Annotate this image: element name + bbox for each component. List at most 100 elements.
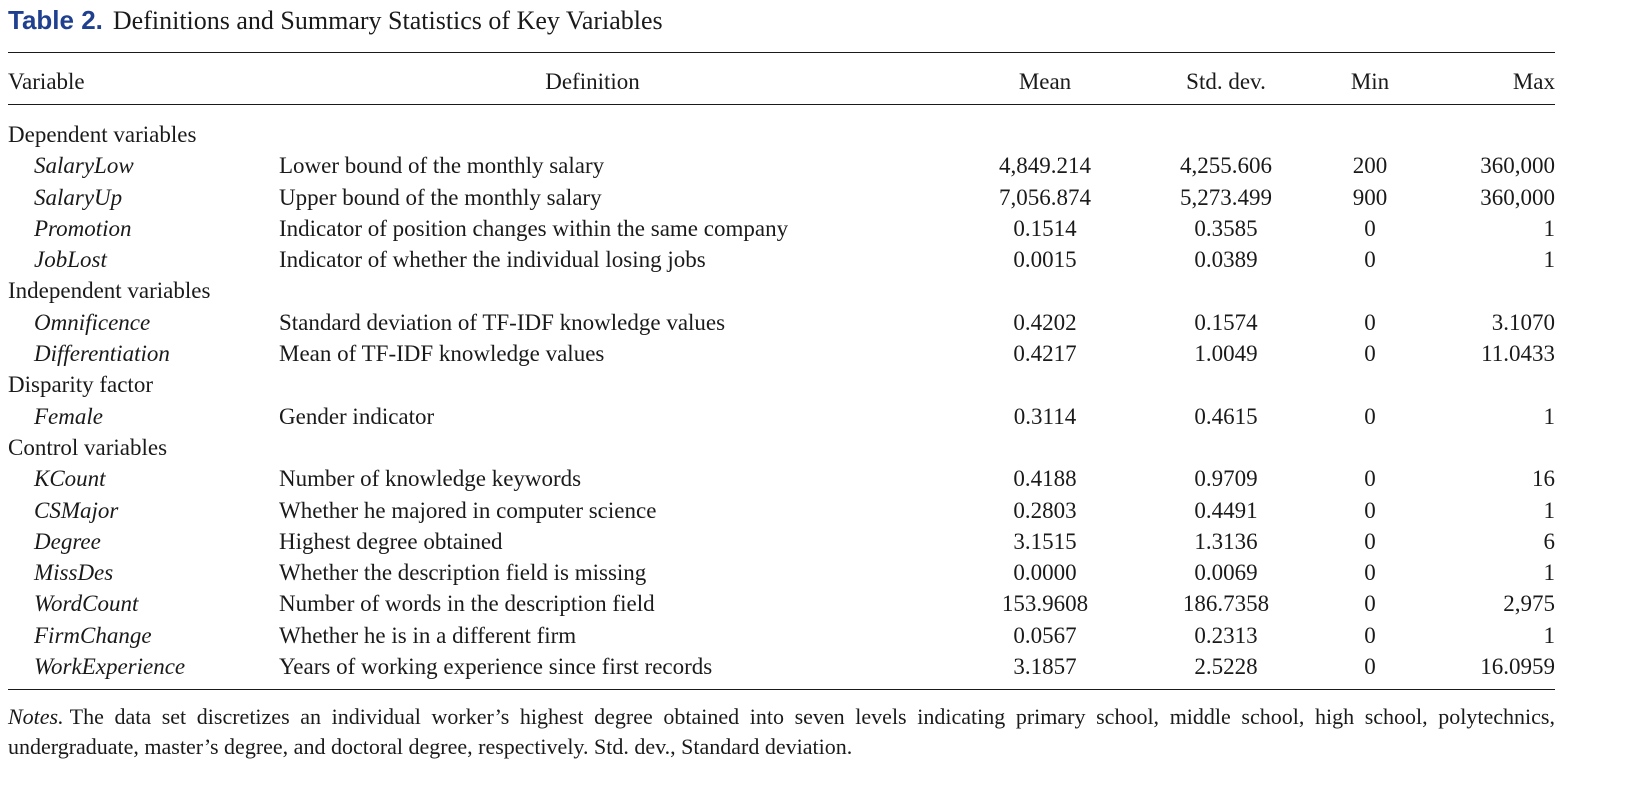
std-dev-cell: 186.7358	[1182, 591, 1270, 617]
min-cell: 0	[1364, 466, 1376, 492]
header-variable: Variable	[8, 69, 85, 94]
header-definition: Definition	[545, 69, 640, 94]
max-cell: 11.0433	[1481, 341, 1555, 367]
mean-cell: 0.0000	[1013, 560, 1077, 586]
std-dev-cell: 0.3585	[1194, 215, 1258, 241]
mean-cell: 0.0567	[1013, 622, 1077, 648]
definition-cell: Indicator of whether the individual losi…	[279, 247, 706, 273]
table-row: KCount Number of knowledge keywords 0.4188…	[8, 463, 1555, 494]
group-row: Control variables	[8, 432, 1555, 463]
mean-cell: 3.1857	[1013, 654, 1077, 680]
max-cell: 6	[1543, 528, 1556, 554]
std-dev-cell: 0.0389	[1194, 247, 1258, 273]
variable-name: KCount	[34, 466, 106, 492]
definition-cell: Highest degree obtained	[279, 528, 503, 554]
mean-cell: 4,849.214	[999, 153, 1091, 179]
table-number: Table 2.	[8, 5, 103, 35]
top-rule	[8, 52, 1555, 53]
min-cell: 0	[1364, 247, 1376, 273]
definition-cell: Gender indicator	[279, 403, 435, 429]
max-cell: 3.1070	[1491, 309, 1555, 335]
std-dev-cell: 0.0069	[1194, 560, 1258, 586]
mean-cell: 0.0015	[1013, 247, 1077, 273]
definition-cell: Standard deviation of TF-IDF knowledge v…	[279, 309, 726, 335]
std-dev-cell: 2.5228	[1194, 654, 1258, 680]
table-row: Promotion Indicator of position changes w…	[8, 213, 1555, 244]
min-cell: 0	[1364, 341, 1376, 367]
header-mean: Mean	[1018, 69, 1072, 94]
mean-cell: 0.1514	[1013, 215, 1077, 241]
header-row: Variable Definition Mean Std. dev. Min M…	[8, 64, 1555, 100]
max-cell: 1	[1543, 622, 1556, 648]
max-cell: 1	[1543, 497, 1556, 523]
max-cell: 1	[1543, 215, 1556, 241]
definition-cell: Indicator of position changes within the…	[279, 215, 789, 241]
mean-cell: 0.3114	[1013, 403, 1077, 429]
table-caption: Table 2. Definitions and Summary Statisti…	[8, 4, 663, 37]
max-cell: 360,000	[1480, 153, 1555, 179]
table-notes: Notes. The data set discretizes an indivi…	[8, 702, 1555, 762]
table-body: Dependent variables SalaryLow Lower bound …	[8, 119, 1555, 682]
header-std-dev: Std. dev.	[1186, 69, 1266, 94]
variable-name: JobLost	[34, 247, 107, 273]
definition-cell: Lower bound of the monthly salary	[279, 153, 605, 179]
group-row: Independent variables	[8, 275, 1555, 306]
mean-cell: 7,056.874	[999, 184, 1091, 210]
table-row: SalaryUp Upper bound of the monthly salar…	[8, 182, 1555, 213]
std-dev-cell: 4,255.606	[1180, 153, 1272, 179]
variable-name: Degree	[34, 528, 101, 554]
mean-cell: 0.4188	[1013, 466, 1077, 492]
mean-cell: 153.9608	[1001, 591, 1089, 617]
min-cell: 0	[1364, 591, 1376, 617]
group-row: Disparity factor	[8, 369, 1555, 400]
definition-cell: Whether he is in a different firm	[279, 622, 577, 648]
variable-name: SalaryLow	[34, 153, 134, 179]
group-label: Independent variables	[8, 278, 211, 304]
definition-cell: Whether he majored in computer science	[279, 497, 657, 523]
table-row: Degree Highest degree obtained 3.1515 1.313…	[8, 526, 1555, 557]
definition-cell: Years of working experience since first …	[279, 654, 713, 680]
max-cell: 16.0959	[1480, 654, 1555, 680]
variable-name: CSMajor	[34, 497, 119, 523]
max-cell: 1	[1543, 560, 1556, 586]
std-dev-cell: 1.3136	[1194, 528, 1258, 554]
group-row: Dependent variables	[8, 119, 1555, 150]
min-cell: 900	[1352, 184, 1388, 210]
std-dev-cell: 0.9709	[1194, 466, 1258, 492]
table-row: SalaryLow Lower bound of the monthly sala…	[8, 150, 1555, 181]
group-label: Disparity factor	[8, 372, 153, 398]
max-cell: 16	[1532, 466, 1555, 492]
max-cell: 2,975	[1503, 591, 1555, 617]
min-cell: 0	[1364, 403, 1376, 429]
mean-cell: 0.4202	[1013, 309, 1077, 335]
variable-name: Promotion	[34, 215, 132, 241]
header-rule	[8, 104, 1555, 105]
table-row: MissDes Whether the description field is …	[8, 557, 1555, 588]
variable-name: FirmChange	[34, 622, 152, 648]
variable-name: MissDes	[34, 560, 114, 586]
variable-name: SalaryUp	[34, 184, 123, 210]
std-dev-cell: 0.1574	[1194, 309, 1258, 335]
std-dev-cell: 0.2313	[1194, 622, 1258, 648]
table-header: Variable Definition Mean Std. dev. Min M…	[8, 64, 1555, 100]
max-cell: 1	[1543, 247, 1556, 273]
table-row: Differentiation Mean of TF-IDF knowledge …	[8, 338, 1555, 369]
std-dev-cell: 0.4615	[1194, 403, 1258, 429]
mean-cell: 0.4217	[1013, 341, 1077, 367]
min-cell: 0	[1364, 622, 1376, 648]
mean-cell: 3.1515	[1013, 528, 1077, 554]
table-row: FirmChange Whether he is in a different f…	[8, 620, 1555, 651]
table-row: Female Gender indicator 0.3114 0.4615 0 1	[8, 401, 1555, 432]
variable-name: Omnificence	[34, 309, 151, 335]
bottom-rule	[8, 689, 1555, 690]
definition-cell: Whether the description field is missing	[279, 560, 647, 586]
table-title: Definitions and Summary Statistics of Ke…	[112, 6, 663, 35]
min-cell: 0	[1364, 309, 1376, 335]
std-dev-cell: 1.0049	[1194, 341, 1258, 367]
header-min: Min	[1350, 69, 1390, 94]
definition-cell: Number of words in the description field	[279, 591, 655, 617]
min-cell: 200	[1352, 153, 1388, 179]
variable-name: WordCount	[34, 591, 139, 617]
definition-cell: Upper bound of the monthly salary	[279, 184, 602, 210]
variable-name: WorkExperience	[34, 654, 186, 680]
